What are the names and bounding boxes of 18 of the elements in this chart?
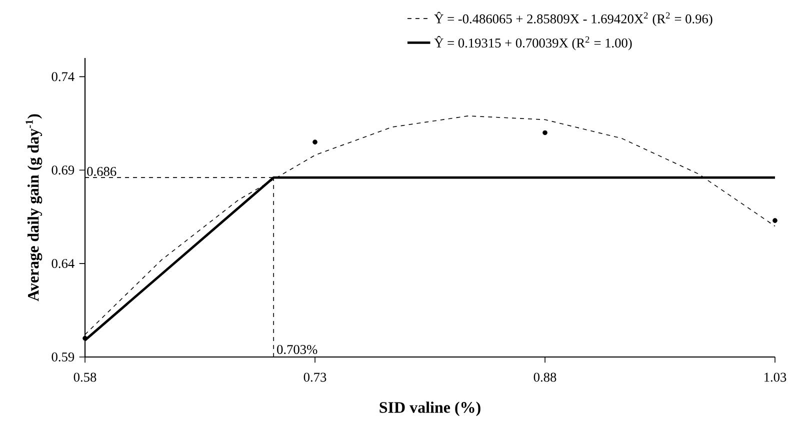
point xyxy=(542,130,548,136)
legend-label: Ŷ = 0.19315 + 0.70039X (R$^{2}$ = 1.00) xyxy=(434,36,632,50)
ref-line-label: 0.703% xyxy=(277,344,318,354)
x-tick-label: 0.73 xyxy=(304,372,326,382)
point xyxy=(772,218,778,223)
x-tick-label: 0.58 xyxy=(74,372,96,382)
legend-label: Ŷ = -0.486065 + 2.85809X - 1.69420X$^{2}$ (R$^{2}$ = 0.96) xyxy=(434,12,712,26)
y-axis-title: Average daily gain (g day$^{-1}$) xyxy=(26,114,42,302)
x-tick-label: 0.88 xyxy=(534,372,556,382)
x-tick-label: 1.03 xyxy=(764,372,786,382)
y-tick-label: 0.74 xyxy=(52,72,74,82)
ref-line-label: 0.686 xyxy=(87,166,116,176)
point xyxy=(82,336,88,341)
y-tick-label: 0.64 xyxy=(52,259,74,268)
y-tick-label: 0.69 xyxy=(52,166,74,175)
y-tick-label: 0.59 xyxy=(52,352,74,362)
x-axis-title: SID valine (%) xyxy=(380,402,480,416)
point xyxy=(312,140,318,144)
